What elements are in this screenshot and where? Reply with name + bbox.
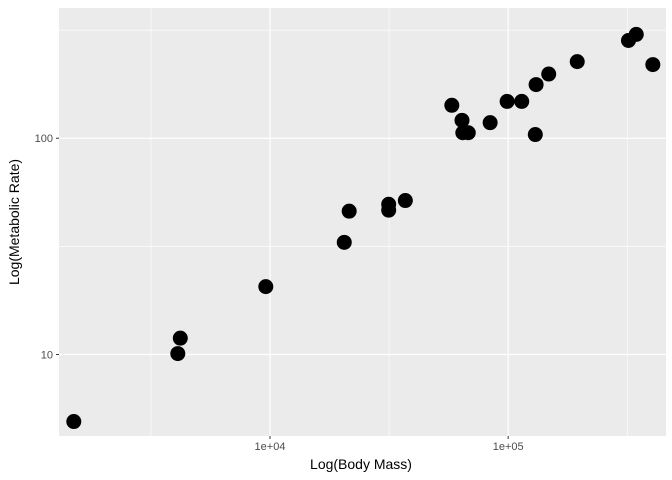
data-point <box>397 193 413 209</box>
data-point <box>170 346 186 362</box>
data-point <box>444 97 460 113</box>
data-point <box>172 330 188 346</box>
data-point <box>541 66 557 82</box>
data-point <box>569 54 585 70</box>
axis-ticks: 1e+04 1e+05 10 100 <box>35 133 524 453</box>
data-point <box>336 234 352 250</box>
data-point <box>527 127 543 143</box>
data-point <box>454 112 470 128</box>
data-points <box>66 26 661 430</box>
data-point <box>258 279 274 295</box>
data-point <box>460 125 476 141</box>
plot-panel <box>59 8 666 436</box>
data-point <box>482 115 498 131</box>
data-point <box>66 414 82 430</box>
gridlines <box>59 8 666 436</box>
y-tick-label: 100 <box>35 133 53 145</box>
data-point <box>514 93 530 109</box>
y-tick-label: 10 <box>41 350 53 362</box>
x-tick-label: 1e+04 <box>255 441 286 453</box>
data-point <box>528 77 544 93</box>
y-axis-title: Log(Metabolic Rate) <box>6 159 22 285</box>
data-point <box>628 26 644 42</box>
data-point <box>499 93 515 109</box>
x-tick-label: 1e+05 <box>493 441 524 453</box>
data-point <box>341 203 357 219</box>
x-axis-title: Log(Body Mass) <box>310 456 412 472</box>
data-point <box>381 196 397 212</box>
data-point <box>645 57 661 73</box>
